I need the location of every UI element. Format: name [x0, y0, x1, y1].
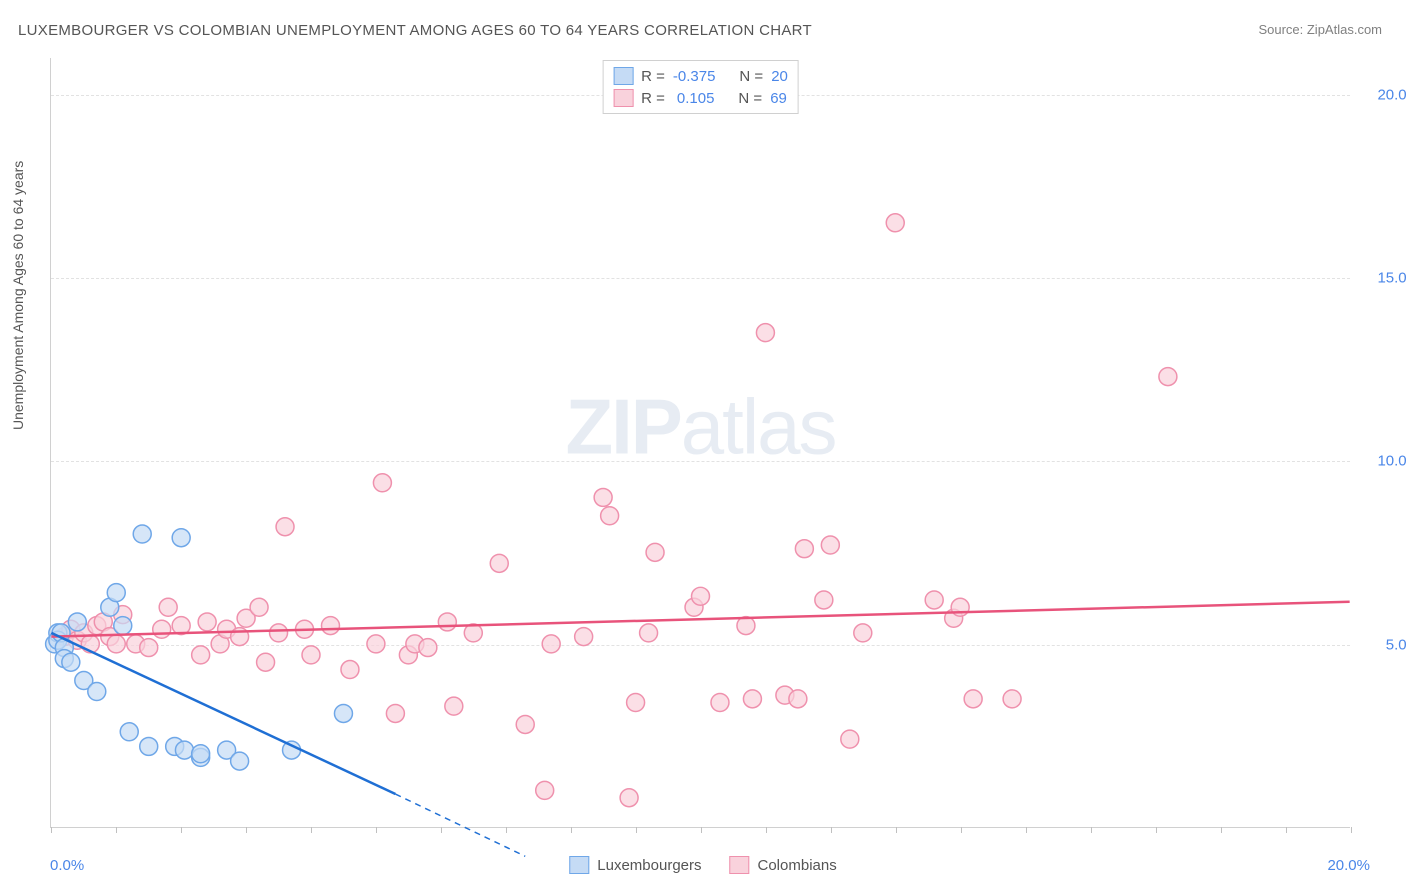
y-tick-label: 5.0% — [1360, 636, 1406, 653]
y-tick-label: 20.0% — [1360, 86, 1406, 103]
scatter-point — [646, 543, 664, 561]
x-axis-min-label: 0.0% — [50, 857, 84, 874]
scatter-point — [321, 617, 339, 635]
x-tick-mark — [1026, 827, 1027, 833]
legend-lux-label: Luxembourgers — [597, 857, 701, 874]
legend-swatch-lux — [569, 856, 589, 874]
y-tick-label: 10.0% — [1360, 453, 1406, 470]
scatter-point — [821, 536, 839, 554]
scatter-point — [172, 529, 190, 547]
scatter-point — [107, 635, 125, 653]
legend-bottom-col: Colombians — [730, 856, 837, 874]
scatter-point — [627, 694, 645, 712]
x-axis-max-label: 20.0% — [1327, 857, 1370, 874]
scatter-point — [175, 741, 193, 759]
scatter-point — [1159, 368, 1177, 386]
scatter-point — [107, 584, 125, 602]
scatter-point — [575, 628, 593, 646]
scatter-point — [231, 752, 249, 770]
scatter-point — [925, 591, 943, 609]
x-tick-mark — [831, 827, 832, 833]
scatter-point — [692, 587, 710, 605]
scatter-point — [120, 723, 138, 741]
scatter-point — [594, 488, 612, 506]
scatter-point — [815, 591, 833, 609]
scatter-point — [192, 745, 210, 763]
legend-bottom: Luxembourgers Colombians — [569, 856, 836, 874]
x-tick-mark — [961, 827, 962, 833]
scatter-point — [601, 507, 619, 525]
scatter-point — [445, 697, 463, 715]
scatter-point — [886, 214, 904, 232]
x-tick-mark — [1156, 827, 1157, 833]
x-tick-mark — [1091, 827, 1092, 833]
x-tick-mark — [506, 827, 507, 833]
scatter-point — [841, 730, 859, 748]
y-axis-label: Unemployment Among Ages 60 to 64 years — [10, 161, 26, 430]
x-tick-mark — [51, 827, 52, 833]
scatter-point — [640, 624, 658, 642]
plot-area: ZIPatlas R = -0.375 N = 20 R = 0.105 N =… — [50, 58, 1350, 828]
scatter-point — [964, 690, 982, 708]
source-attribution: Source: ZipAtlas.com — [1258, 22, 1382, 37]
scatter-point — [198, 613, 216, 631]
scatter-point — [386, 704, 404, 722]
scatter-point — [62, 653, 80, 671]
scatter-point — [153, 620, 171, 638]
scatter-point — [854, 624, 872, 642]
x-tick-mark — [1286, 827, 1287, 833]
scatter-point — [192, 646, 210, 664]
legend-bottom-lux: Luxembourgers — [569, 856, 701, 874]
x-tick-mark — [246, 827, 247, 833]
scatter-point — [367, 635, 385, 653]
scatter-point — [88, 683, 106, 701]
scatter-point — [516, 715, 534, 733]
scatter-point — [114, 617, 132, 635]
x-tick-mark — [701, 827, 702, 833]
scatter-point — [438, 613, 456, 631]
scatter-point — [795, 540, 813, 558]
scatter-point — [140, 639, 158, 657]
legend-swatch-col — [730, 856, 750, 874]
x-tick-mark — [441, 827, 442, 833]
chart-title: LUXEMBOURGER VS COLOMBIAN UNEMPLOYMENT A… — [18, 22, 812, 39]
legend-col-label: Colombians — [758, 857, 837, 874]
scatter-point — [334, 704, 352, 722]
x-tick-mark — [766, 827, 767, 833]
x-tick-mark — [896, 827, 897, 833]
scatter-point — [789, 690, 807, 708]
scatter-point — [711, 694, 729, 712]
x-tick-mark — [181, 827, 182, 833]
scatter-point — [490, 554, 508, 572]
x-tick-mark — [311, 827, 312, 833]
scatter-point — [756, 324, 774, 342]
y-tick-label: 15.0% — [1360, 270, 1406, 287]
scatter-point — [250, 598, 268, 616]
scatter-point — [133, 525, 151, 543]
scatter-point — [542, 635, 560, 653]
scatter-point — [373, 474, 391, 492]
scatter-point — [68, 613, 86, 631]
scatter-svg — [51, 58, 1350, 827]
scatter-point — [419, 639, 437, 657]
x-tick-mark — [116, 827, 117, 833]
scatter-point — [302, 646, 320, 664]
scatter-point — [743, 690, 761, 708]
x-tick-mark — [1351, 827, 1352, 833]
scatter-point — [341, 661, 359, 679]
x-tick-mark — [571, 827, 572, 833]
scatter-point — [1003, 690, 1021, 708]
scatter-point — [257, 653, 275, 671]
x-tick-mark — [636, 827, 637, 833]
regression-line-lux-dash — [395, 794, 525, 856]
scatter-point — [620, 789, 638, 807]
scatter-point — [536, 781, 554, 799]
scatter-point — [276, 518, 294, 536]
scatter-point — [159, 598, 177, 616]
x-ticks — [51, 827, 1350, 833]
scatter-point — [140, 737, 158, 755]
scatter-point — [270, 624, 288, 642]
x-tick-mark — [376, 827, 377, 833]
x-tick-mark — [1221, 827, 1222, 833]
